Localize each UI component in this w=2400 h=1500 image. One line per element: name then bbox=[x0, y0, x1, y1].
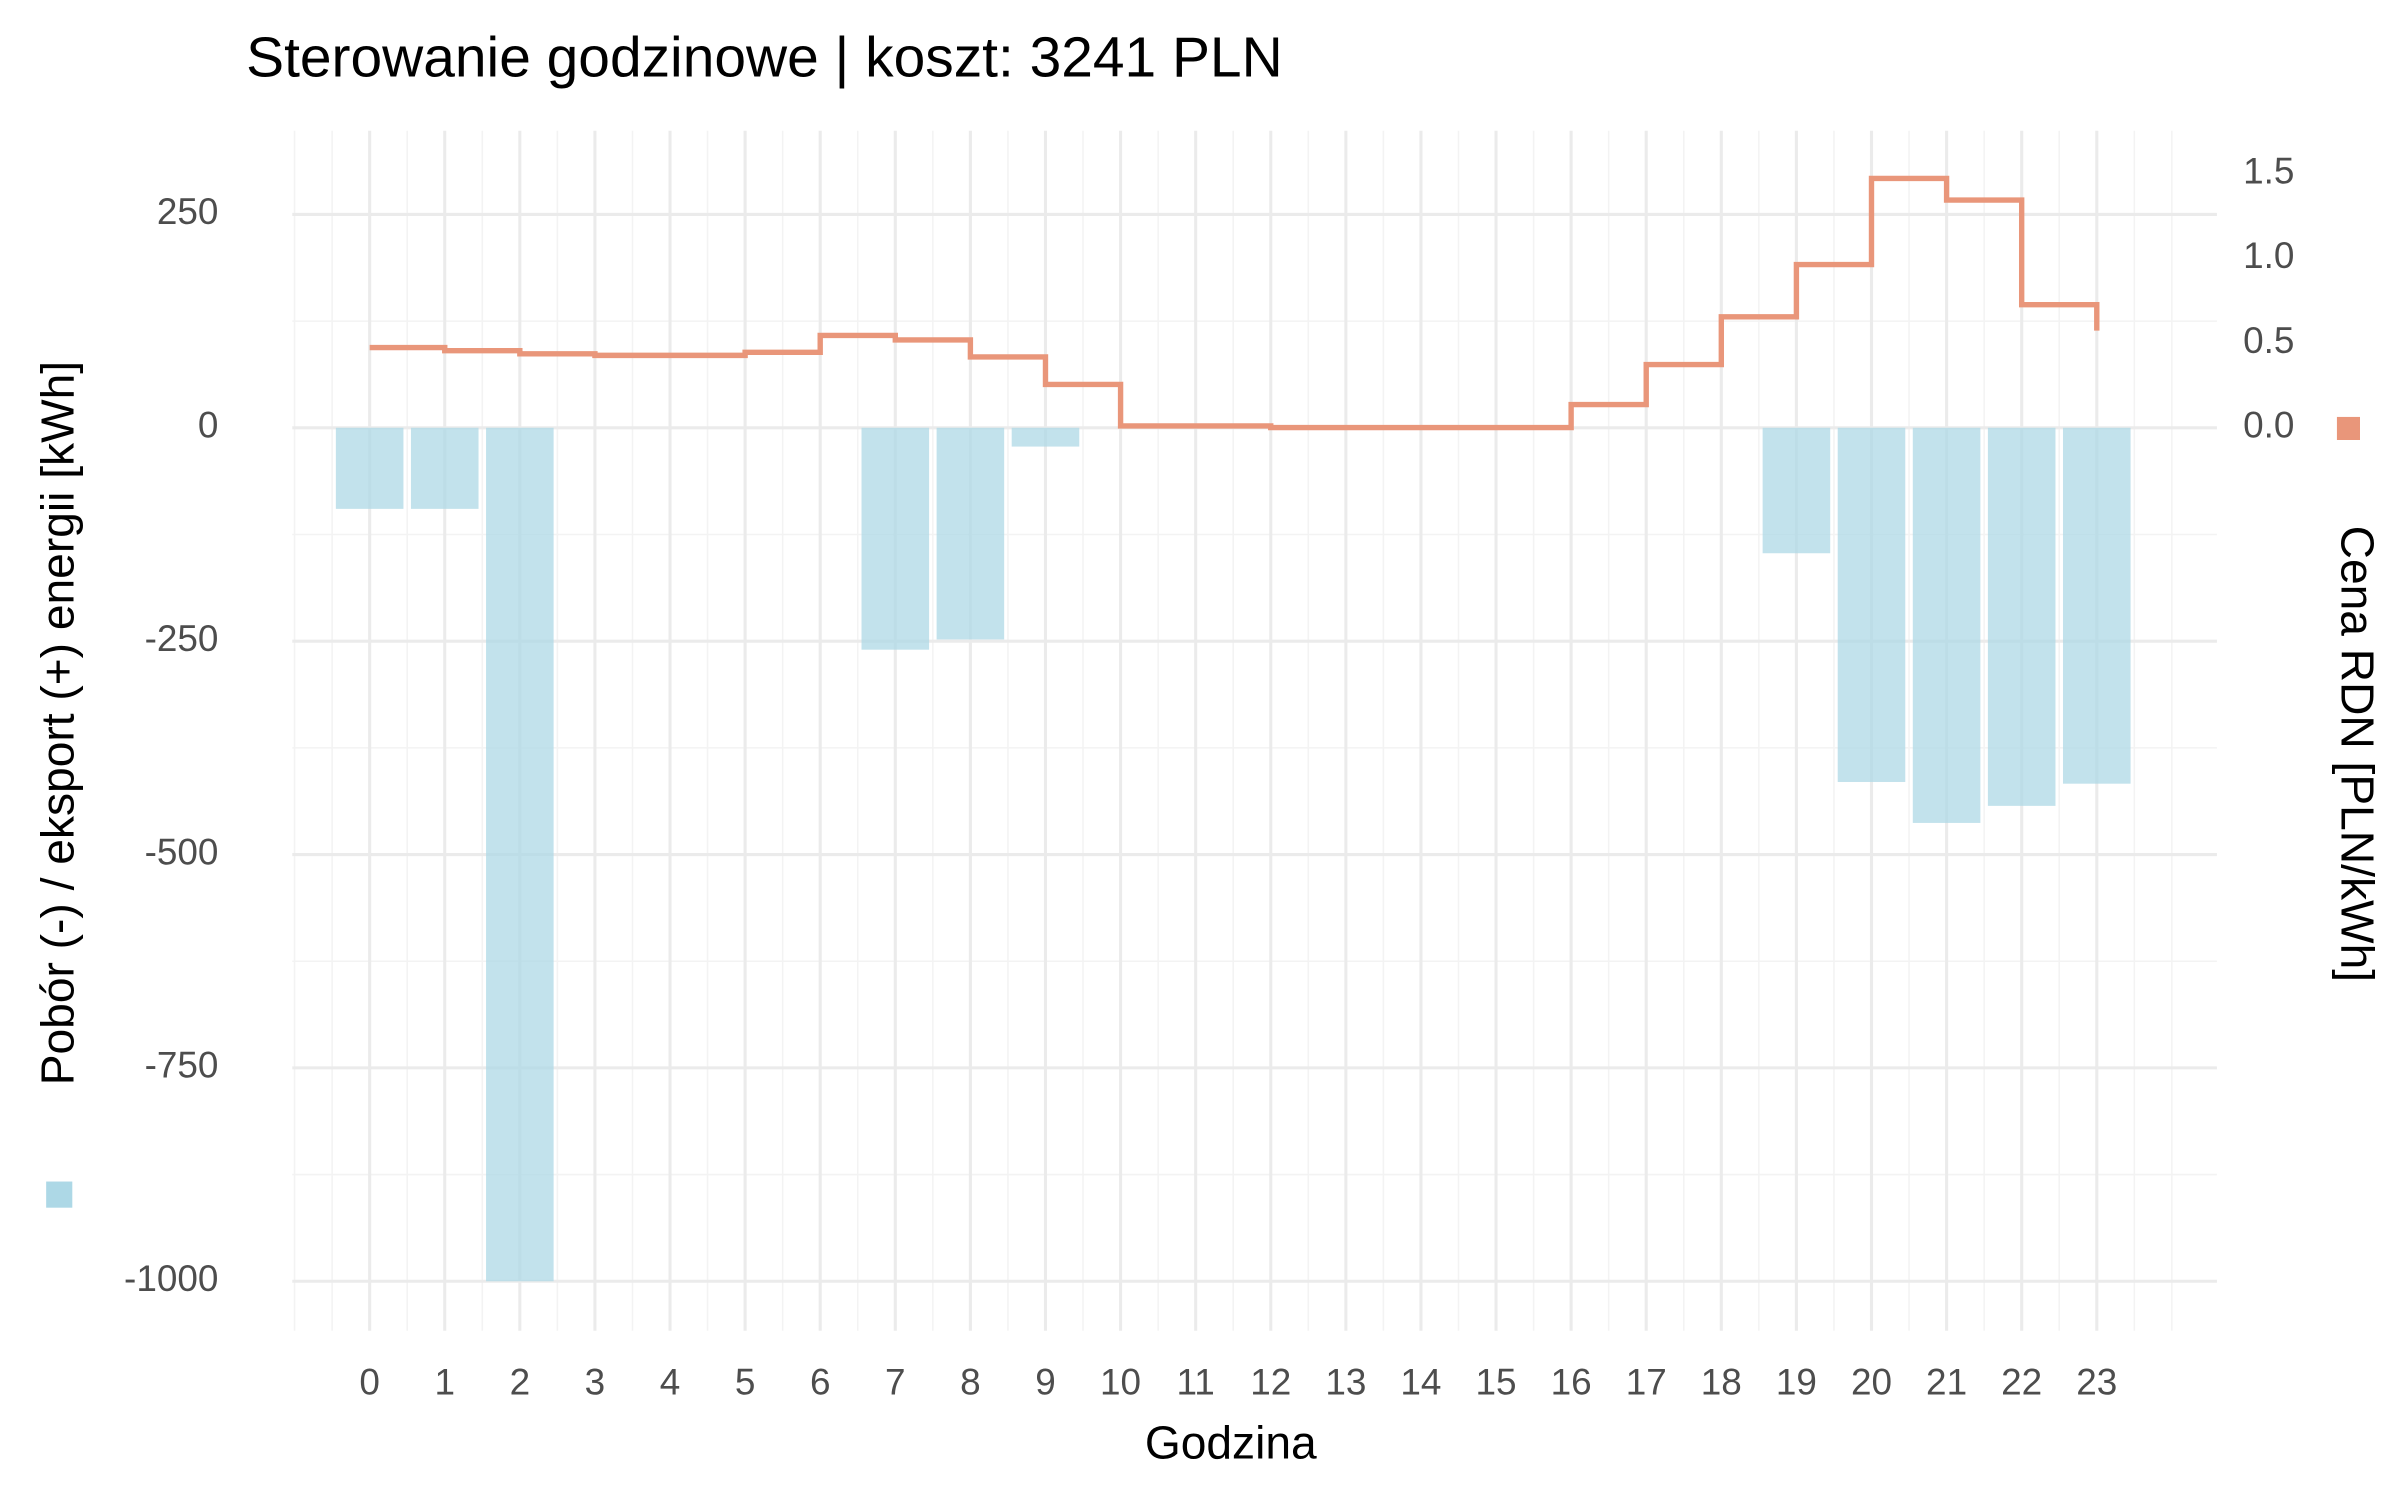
x-tick-label: 1 bbox=[434, 1361, 455, 1402]
y-tick-label: 250 bbox=[157, 191, 219, 232]
x-tick-label: 2 bbox=[510, 1361, 531, 1402]
x-tick-label: 5 bbox=[735, 1361, 756, 1402]
y2-tick-label: 0.0 bbox=[2243, 404, 2294, 445]
x-tick-label: 12 bbox=[1250, 1361, 1291, 1402]
x-tick-label: 0 bbox=[359, 1361, 380, 1402]
price-line bbox=[369, 175, 2100, 431]
x-tick-label: 17 bbox=[1626, 1361, 1667, 1402]
x-axis-title: Godzina bbox=[1145, 1416, 1317, 1468]
bar bbox=[936, 427, 1005, 640]
x-tick-label: 13 bbox=[1325, 1361, 1366, 1402]
bar bbox=[2062, 427, 2131, 784]
x-tick-label: 7 bbox=[885, 1361, 906, 1402]
x-tick-label: 21 bbox=[1926, 1361, 1967, 1402]
bar bbox=[1987, 427, 2056, 806]
x-tick-label: 4 bbox=[660, 1361, 681, 1402]
y2-tick-label: 1.0 bbox=[2243, 235, 2294, 276]
bar bbox=[1837, 427, 1906, 782]
y-tick-label: 0 bbox=[198, 405, 219, 446]
y2-axis-title: Cena RDN [PLN/kWh] bbox=[2332, 526, 2384, 982]
x-tick-label: 19 bbox=[1776, 1361, 1817, 1402]
x-tick-label: 20 bbox=[1851, 1361, 1892, 1402]
y-axis-title: Pobór (-) / eksport (+) energii [kWh] bbox=[32, 361, 84, 1085]
x-tick-label: 14 bbox=[1400, 1361, 1441, 1402]
x-tick-label: 22 bbox=[2001, 1361, 2042, 1402]
x-tick-label: 8 bbox=[960, 1361, 981, 1402]
y2-tick-label: 0.5 bbox=[2243, 320, 2294, 361]
legend-key bbox=[2336, 416, 2360, 440]
x-tick-label: 16 bbox=[1551, 1361, 1592, 1402]
chart-title: Sterowanie godzinowe | koszt: 3241 PLN bbox=[246, 26, 1283, 90]
bar bbox=[410, 427, 479, 509]
bar bbox=[486, 427, 554, 1282]
y-tick-label: -750 bbox=[145, 1045, 219, 1086]
x-tick-label: 23 bbox=[2076, 1361, 2117, 1402]
x-tick-label: 6 bbox=[810, 1361, 831, 1402]
x-tick-label: 15 bbox=[1476, 1361, 1517, 1402]
bar bbox=[335, 427, 404, 509]
y2-tick-label: 1.5 bbox=[2243, 151, 2294, 192]
x-tick-label: 9 bbox=[1035, 1361, 1056, 1402]
bar bbox=[1011, 427, 1080, 447]
x-tick-label: 11 bbox=[1177, 1361, 1215, 1402]
y-tick-label: -250 bbox=[145, 618, 219, 659]
bar bbox=[1912, 427, 1981, 823]
bar bbox=[1762, 427, 1831, 554]
bar bbox=[861, 427, 930, 650]
x-tick-label: 10 bbox=[1100, 1361, 1141, 1402]
x-tick-label: 3 bbox=[585, 1361, 606, 1402]
x-tick-label: 18 bbox=[1701, 1361, 1742, 1402]
y-tick-label: -500 bbox=[145, 831, 219, 872]
y-tick-label: -1000 bbox=[124, 1258, 218, 1299]
legend-key bbox=[46, 1181, 73, 1208]
